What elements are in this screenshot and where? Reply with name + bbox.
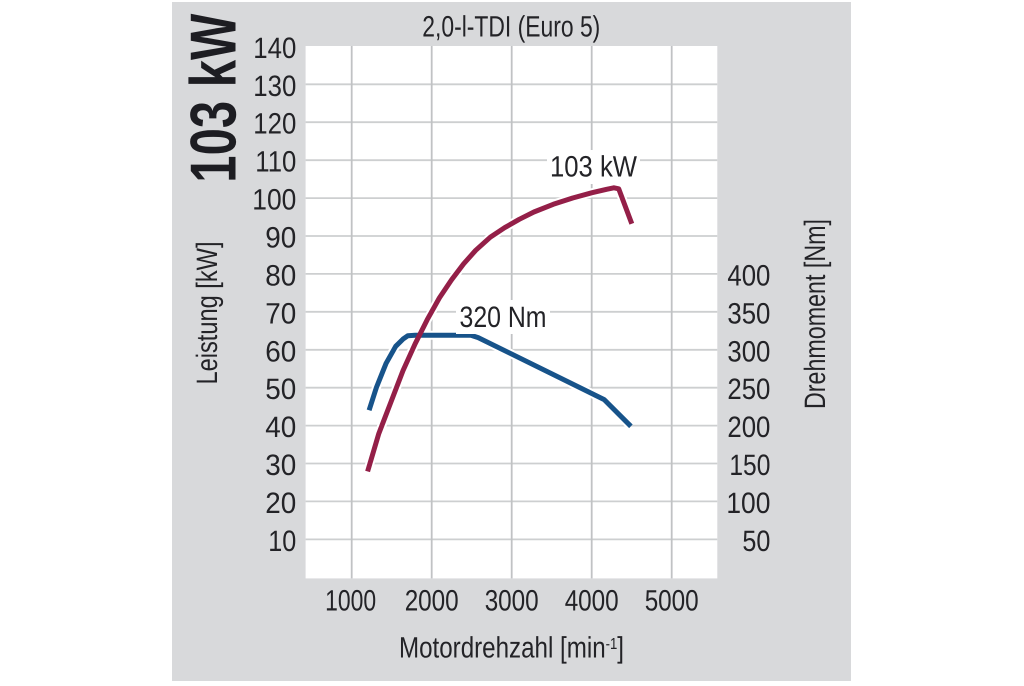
svg-text:3000: 3000 [485,585,539,618]
svg-text:2,0-l-TDI (Euro 5): 2,0-l-TDI (Euro 5) [422,11,600,44]
svg-text:50: 50 [742,525,770,558]
svg-text:140: 140 [253,32,296,65]
svg-text:320 Nm: 320 Nm [460,301,547,334]
svg-text:4000: 4000 [565,585,619,618]
svg-text:120: 120 [253,108,296,141]
svg-text:Leistung [kW]: Leistung [kW] [191,242,224,385]
svg-text:30: 30 [265,449,296,482]
svg-text:400: 400 [727,259,770,292]
svg-text:200: 200 [727,411,770,444]
svg-text:80: 80 [265,259,296,292]
svg-text:110: 110 [255,146,296,179]
svg-text:350: 350 [727,297,770,330]
svg-text:40: 40 [265,411,296,444]
svg-text:103 kW: 103 kW [177,13,250,182]
svg-text:20: 20 [265,487,296,520]
svg-text:Drehmoment [Nm]: Drehmoment [Nm] [799,219,832,409]
svg-text:1000: 1000 [325,585,376,618]
svg-text:5000: 5000 [645,585,699,618]
svg-text:60: 60 [265,335,296,368]
svg-text:50: 50 [265,373,296,406]
svg-text:130: 130 [253,70,296,103]
svg-text:70: 70 [265,297,296,330]
svg-text:10: 10 [268,525,296,558]
svg-text:100: 100 [726,487,770,520]
svg-text:150: 150 [729,449,770,482]
svg-text:103 kW: 103 kW [550,151,637,184]
svg-text:Motordrehzahl [min-1]: Motordrehzahl [min-1] [399,632,624,665]
svg-text:300: 300 [727,335,770,368]
svg-text:100: 100 [252,184,296,217]
svg-text:90: 90 [265,222,296,255]
svg-text:2000: 2000 [405,585,459,618]
svg-text:250: 250 [727,373,770,406]
